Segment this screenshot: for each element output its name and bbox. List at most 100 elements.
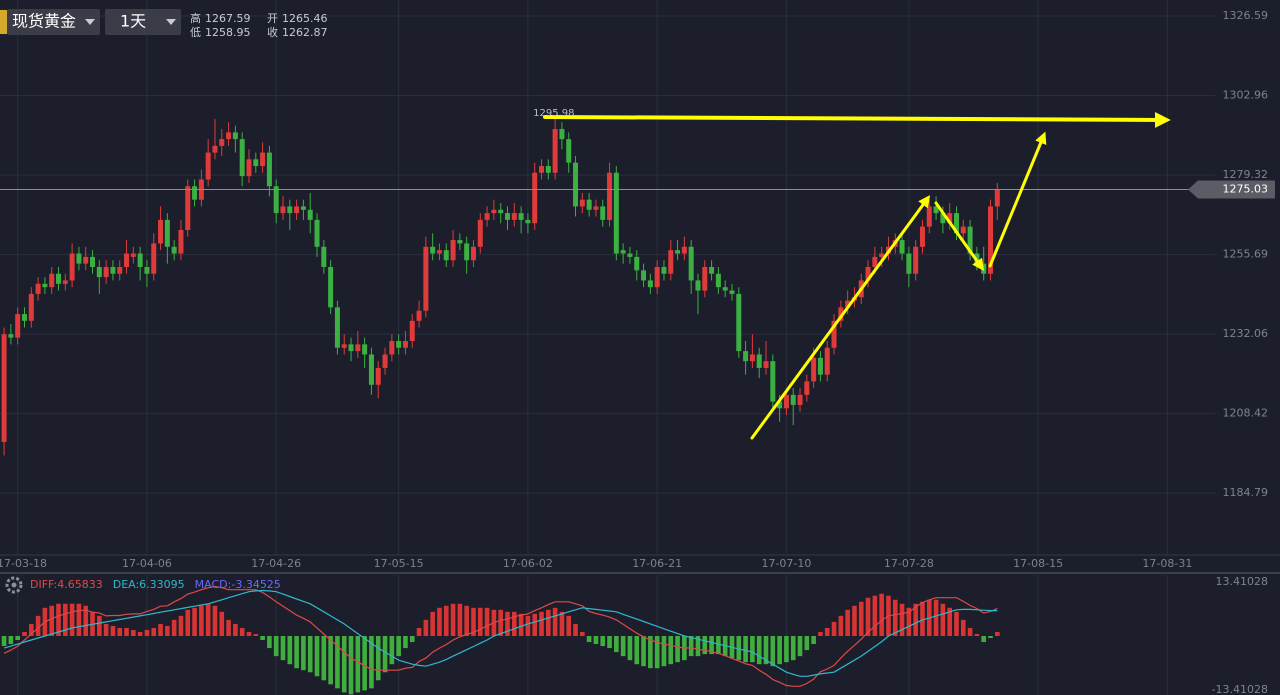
candle-body [362,344,368,355]
candle-body [35,283,41,294]
candle-body [246,159,252,177]
macd-bar [158,623,163,636]
macd-bar [484,607,490,636]
candle-body [613,172,619,254]
candle-body [675,250,681,254]
macd-bar [736,636,742,661]
macd-bar [328,636,333,685]
candle-body [416,310,422,321]
x-tick-label: 17-04-26 [251,557,301,570]
candle-body [164,219,170,247]
legend-entry: DIFF:4.65833 [30,578,103,591]
macd-bar [63,603,68,636]
symbol[interactable]: 现货黄金 [12,12,76,31]
candle-body [321,246,327,267]
candle-body [355,344,361,352]
macd-bar [280,636,286,661]
y-tick-label: 1279.32 [1223,168,1269,181]
macd-bar [8,636,14,645]
candle-body [967,226,973,254]
macd-bar [709,636,714,655]
gear[interactable] [5,576,23,594]
x-tick-label: 17-06-21 [632,557,682,570]
candle-body [205,152,211,180]
settings-icon[interactable] [5,576,23,594]
candle-body [899,240,905,254]
candle-body [838,307,844,321]
candle-body [940,213,946,224]
macd-bar [750,636,755,663]
candle-body [21,314,27,321]
macd-bar [110,625,116,636]
candle-body [137,253,143,267]
candle-body [811,357,817,382]
macd-bar [69,603,75,636]
candle-body [334,307,340,348]
macd-bar [784,636,789,663]
candle-body [586,199,592,210]
arrow [543,111,1171,128]
candle-body [552,129,558,173]
candle-body [715,273,721,288]
candle-body [185,186,191,230]
candle-body [824,347,830,375]
macd-bar [403,636,408,649]
candle-body [457,240,463,244]
macd-bar [396,636,401,657]
macd-bar [423,619,429,636]
macd-bar [654,636,660,669]
peak-label: 1295.98 [533,108,574,119]
macd-bar [512,611,517,636]
macd-bar [586,636,592,643]
macd-bar [988,636,993,639]
candle-body [947,213,953,224]
candle-body [831,320,837,348]
candle-body [260,152,266,167]
period-dropdown[interactable] [105,9,181,35]
macd-bar [804,636,810,651]
period[interactable]: 1天 [120,12,146,31]
candle-body [804,381,810,395]
macd-bar [940,603,946,636]
candle-body [790,394,796,405]
arrow [750,195,931,440]
candle-body [573,162,579,207]
macd-bar [675,636,680,663]
quote-label: 低 [190,26,201,39]
legend-entry: MACD:-3.34525 [195,578,281,591]
macd-bar [192,607,197,636]
macd-bar [273,636,279,657]
macd-bar [763,636,769,665]
candle-body [450,240,456,261]
macd-bar [450,603,456,636]
macd-bar [566,615,572,636]
macd-bar [226,619,231,636]
current-price-label: 1275.03 [1223,182,1269,195]
candle-body [396,341,402,348]
macd-bar [341,636,347,693]
candle-body [266,152,272,187]
macd-bar [443,605,449,636]
macd-bar [131,629,136,636]
candle-body [518,213,524,220]
symbol-dropdown[interactable] [7,9,100,35]
candle-body [695,280,701,291]
symbol-icon [0,10,7,34]
candle-body [443,250,449,261]
macd-bar [178,615,184,636]
macd-bar [144,629,150,636]
candle-body [593,206,599,210]
macd-bar [471,607,476,636]
macd-bar [199,605,204,636]
candle-body [375,367,381,385]
candle-body [722,287,728,291]
candle-body [273,186,279,214]
macd-bar [457,603,463,636]
quote-value: 1262.87 [282,26,328,39]
macd-bar [614,636,619,653]
candle-body [328,266,334,308]
macd-bar [865,597,871,636]
macd-bar [22,631,27,636]
candle-body [545,166,551,173]
